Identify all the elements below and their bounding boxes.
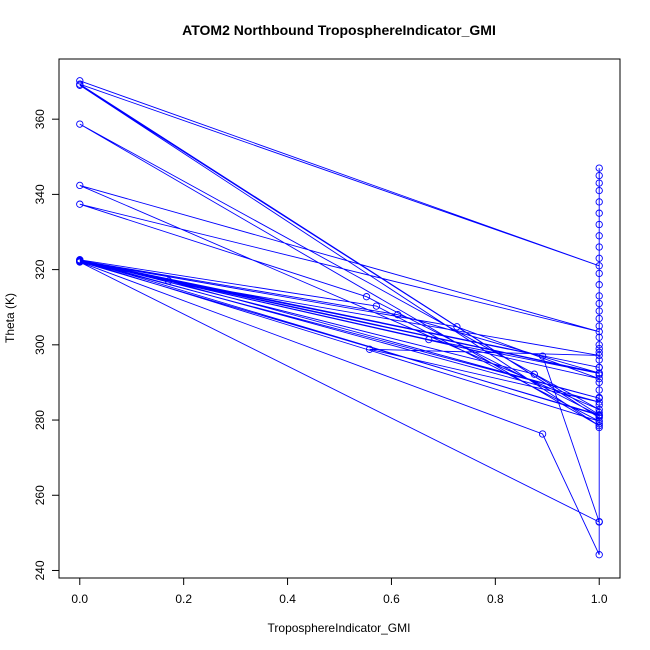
data-point xyxy=(595,423,603,432)
data-point xyxy=(164,277,173,285)
x-tick-label: 0.8 xyxy=(487,592,504,606)
chart-title: ATOM2 Northbound TroposphereIndicator_GM… xyxy=(182,22,496,38)
data-point xyxy=(595,243,603,251)
data-point xyxy=(538,430,547,438)
series-line xyxy=(79,80,600,555)
data-point xyxy=(372,302,381,310)
data-point xyxy=(595,269,603,278)
data-point xyxy=(595,209,603,217)
data-point xyxy=(595,363,603,372)
x-axis-label: TroposphereIndicator_GMI xyxy=(268,621,411,635)
y-tick-label: 360 xyxy=(33,109,47,129)
data-point xyxy=(595,386,603,394)
data-point xyxy=(595,398,603,406)
y-axis: 240 260 280 300 320 340 360 xyxy=(33,109,60,580)
data-point xyxy=(76,258,84,266)
data-point xyxy=(76,120,84,128)
data-point xyxy=(76,181,84,190)
data-point xyxy=(76,200,84,208)
y-tick-label: 320 xyxy=(33,259,47,279)
data-point xyxy=(595,198,603,206)
x-tick-label: 0.6 xyxy=(383,592,400,606)
data-point xyxy=(595,328,603,336)
data-point xyxy=(595,517,603,526)
data-point xyxy=(595,179,603,187)
data-point xyxy=(595,344,603,353)
x-tick-label: 0.4 xyxy=(279,592,296,606)
data-point xyxy=(362,293,371,301)
data-point xyxy=(595,371,603,379)
x-tick-label: 0.2 xyxy=(175,592,192,606)
data-point xyxy=(595,171,603,180)
data-point xyxy=(595,314,603,323)
plot-frame xyxy=(58,58,621,579)
series-layer xyxy=(76,77,603,559)
y-tick-label: 240 xyxy=(33,560,47,580)
data-point xyxy=(595,420,603,428)
data-point xyxy=(595,341,603,349)
data-point xyxy=(76,256,84,264)
data-point xyxy=(595,254,603,262)
data-point xyxy=(538,352,547,360)
data-point xyxy=(76,81,84,89)
data-point xyxy=(394,311,402,319)
data-point xyxy=(530,370,538,378)
y-tick-label: 340 xyxy=(33,184,47,204)
data-point xyxy=(595,262,603,270)
x-axis: 0.0 0.2 0.4 0.6 0.8 1.0 xyxy=(71,577,608,606)
data-point xyxy=(595,281,603,289)
data-point xyxy=(595,299,603,308)
data-point xyxy=(595,393,603,402)
data-point xyxy=(365,345,374,353)
data-point xyxy=(595,422,603,430)
data-point xyxy=(453,323,461,331)
y-tick-label: 300 xyxy=(33,334,47,354)
y-tick-label: 260 xyxy=(33,485,47,505)
data-point xyxy=(595,322,603,330)
data-point xyxy=(595,551,603,559)
x-tick-label: 0.0 xyxy=(71,592,88,606)
data-point xyxy=(595,232,603,240)
x-tick-label: 1.0 xyxy=(591,592,608,606)
data-point xyxy=(595,333,603,341)
data-point xyxy=(76,77,84,85)
data-point xyxy=(595,292,603,300)
data-point xyxy=(595,375,603,383)
data-point xyxy=(595,408,603,417)
data-point xyxy=(595,378,603,387)
data-point xyxy=(595,348,603,356)
data-point xyxy=(425,335,433,344)
data-point xyxy=(595,356,603,364)
data-point xyxy=(595,401,603,409)
y-tick-label: 280 xyxy=(33,410,47,430)
data-point xyxy=(595,186,603,195)
data-point xyxy=(595,164,603,172)
data-point xyxy=(595,220,603,229)
y-axis-label: Theta (K) xyxy=(3,293,17,343)
data-point xyxy=(595,307,603,315)
data-point xyxy=(595,412,603,420)
